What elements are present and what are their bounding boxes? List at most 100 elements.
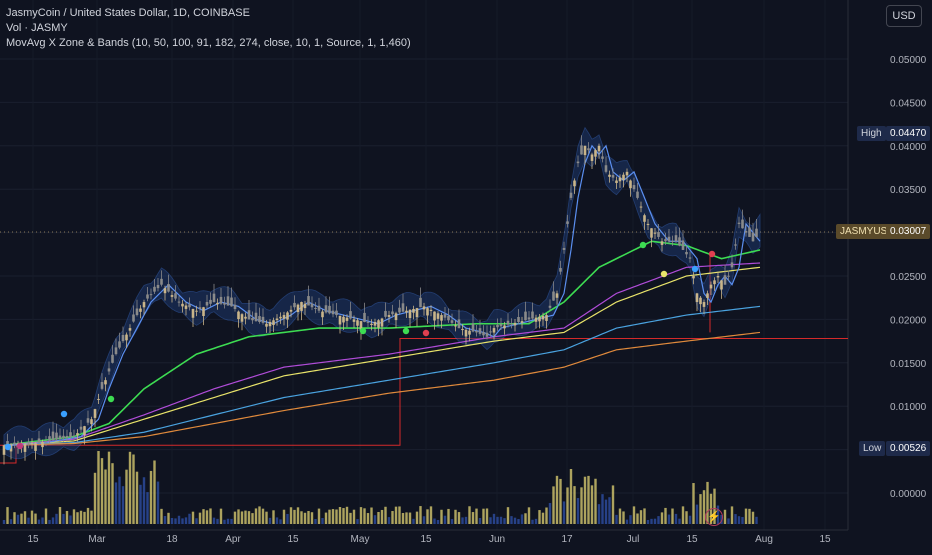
candle-body <box>748 227 751 237</box>
volume-bar <box>139 484 142 524</box>
volume-bar <box>660 512 664 524</box>
candle-body <box>650 228 653 238</box>
signal-dot <box>107 395 115 403</box>
candle-body <box>293 302 296 308</box>
y-tick-label: 0.05000 <box>890 55 927 66</box>
volume-bar <box>251 513 254 524</box>
volume-bar <box>713 488 716 524</box>
volume-bar <box>384 506 387 524</box>
volume-bar <box>125 469 128 524</box>
candle-body <box>13 442 16 445</box>
volume-bar <box>674 513 678 524</box>
volume-bar <box>412 518 415 524</box>
volume-bar <box>282 509 286 524</box>
candle-body <box>65 435 69 438</box>
candle-body <box>692 276 695 279</box>
volume-bar <box>744 508 748 524</box>
volume-bar <box>751 511 755 524</box>
candle-body <box>548 305 552 308</box>
zone-line <box>0 445 17 464</box>
candle-body <box>104 380 107 385</box>
candle-body <box>121 334 125 342</box>
volume-bar <box>548 503 552 524</box>
volume-bar <box>34 513 37 524</box>
candle-body <box>723 275 727 285</box>
volume-bar <box>643 508 646 524</box>
candle-body <box>604 165 608 172</box>
candle-body <box>741 219 744 229</box>
candle-body <box>342 316 345 323</box>
volume-bar <box>695 504 699 524</box>
lightning-icon[interactable]: ⚡ <box>705 508 723 526</box>
high-label: High <box>857 126 886 141</box>
volume-bar <box>16 514 20 524</box>
volume-bar <box>422 516 426 524</box>
candle-body <box>377 320 380 328</box>
candle-body <box>272 320 275 325</box>
movavg-indicator-label[interactable]: MovAvg X Zone & Bands (10, 50, 100, 91, … <box>6 37 411 49</box>
volume-bar <box>380 509 384 524</box>
candle-body <box>356 320 359 326</box>
candle-body <box>454 325 457 327</box>
x-tick-label: 15 <box>287 534 299 545</box>
volume-bar <box>478 517 482 524</box>
candle-body <box>30 443 34 445</box>
volume-bar <box>636 513 639 524</box>
volume-bar <box>188 513 191 524</box>
candle-body <box>181 303 184 307</box>
volume-bar <box>247 511 251 524</box>
volume-bar <box>174 518 177 524</box>
candle-body <box>597 145 601 152</box>
candle-body <box>132 314 135 322</box>
candle-body <box>233 304 237 309</box>
candle-body <box>489 331 492 333</box>
candle-body <box>730 262 734 268</box>
volume-bar <box>702 490 706 524</box>
volume-bar <box>30 510 34 524</box>
volume-bar <box>37 519 41 524</box>
high-value: 0.04470 <box>886 126 931 141</box>
candle-body <box>706 293 709 298</box>
candle-body <box>237 311 240 320</box>
candle-body <box>632 185 636 190</box>
volume-bar <box>639 510 643 524</box>
candle-body <box>394 313 398 321</box>
signal-cross <box>359 327 367 335</box>
volume-bar <box>314 518 317 524</box>
volume-indicator-label[interactable]: Vol · JASMY <box>6 22 68 34</box>
y-tick-label: 0.02000 <box>890 315 927 326</box>
candle-body <box>464 329 468 337</box>
volume-bar <box>272 510 275 524</box>
volume-bar <box>72 509 76 524</box>
candle-body <box>198 307 202 309</box>
candle-body <box>188 304 191 308</box>
volume-bar <box>198 512 202 524</box>
candle-body <box>538 316 541 322</box>
symbol-title[interactable]: JasmyCoin / United States Dollar, 1D, CO… <box>6 7 250 19</box>
candle-body <box>240 314 244 322</box>
signal-dot <box>60 410 68 418</box>
volume-bar <box>573 486 576 524</box>
volume-bar <box>370 507 373 524</box>
candle-body <box>48 436 51 441</box>
candle-body <box>195 310 198 312</box>
volume-bar <box>482 508 485 524</box>
candle-body <box>461 328 464 331</box>
volume-bar <box>405 512 408 524</box>
low-value: 0.00526 <box>886 441 931 456</box>
volume-bar <box>604 499 608 524</box>
volume-bar <box>223 519 226 524</box>
candle-body <box>167 284 170 292</box>
volume-bar <box>615 514 618 524</box>
volume-bar <box>587 475 590 524</box>
currency-button[interactable]: USD <box>886 5 922 27</box>
volume-bar <box>118 476 121 524</box>
volume-bar <box>289 507 293 524</box>
candle-body <box>328 305 331 314</box>
candle-body <box>146 294 149 299</box>
candle-body <box>468 330 471 335</box>
candle-body <box>321 311 324 318</box>
